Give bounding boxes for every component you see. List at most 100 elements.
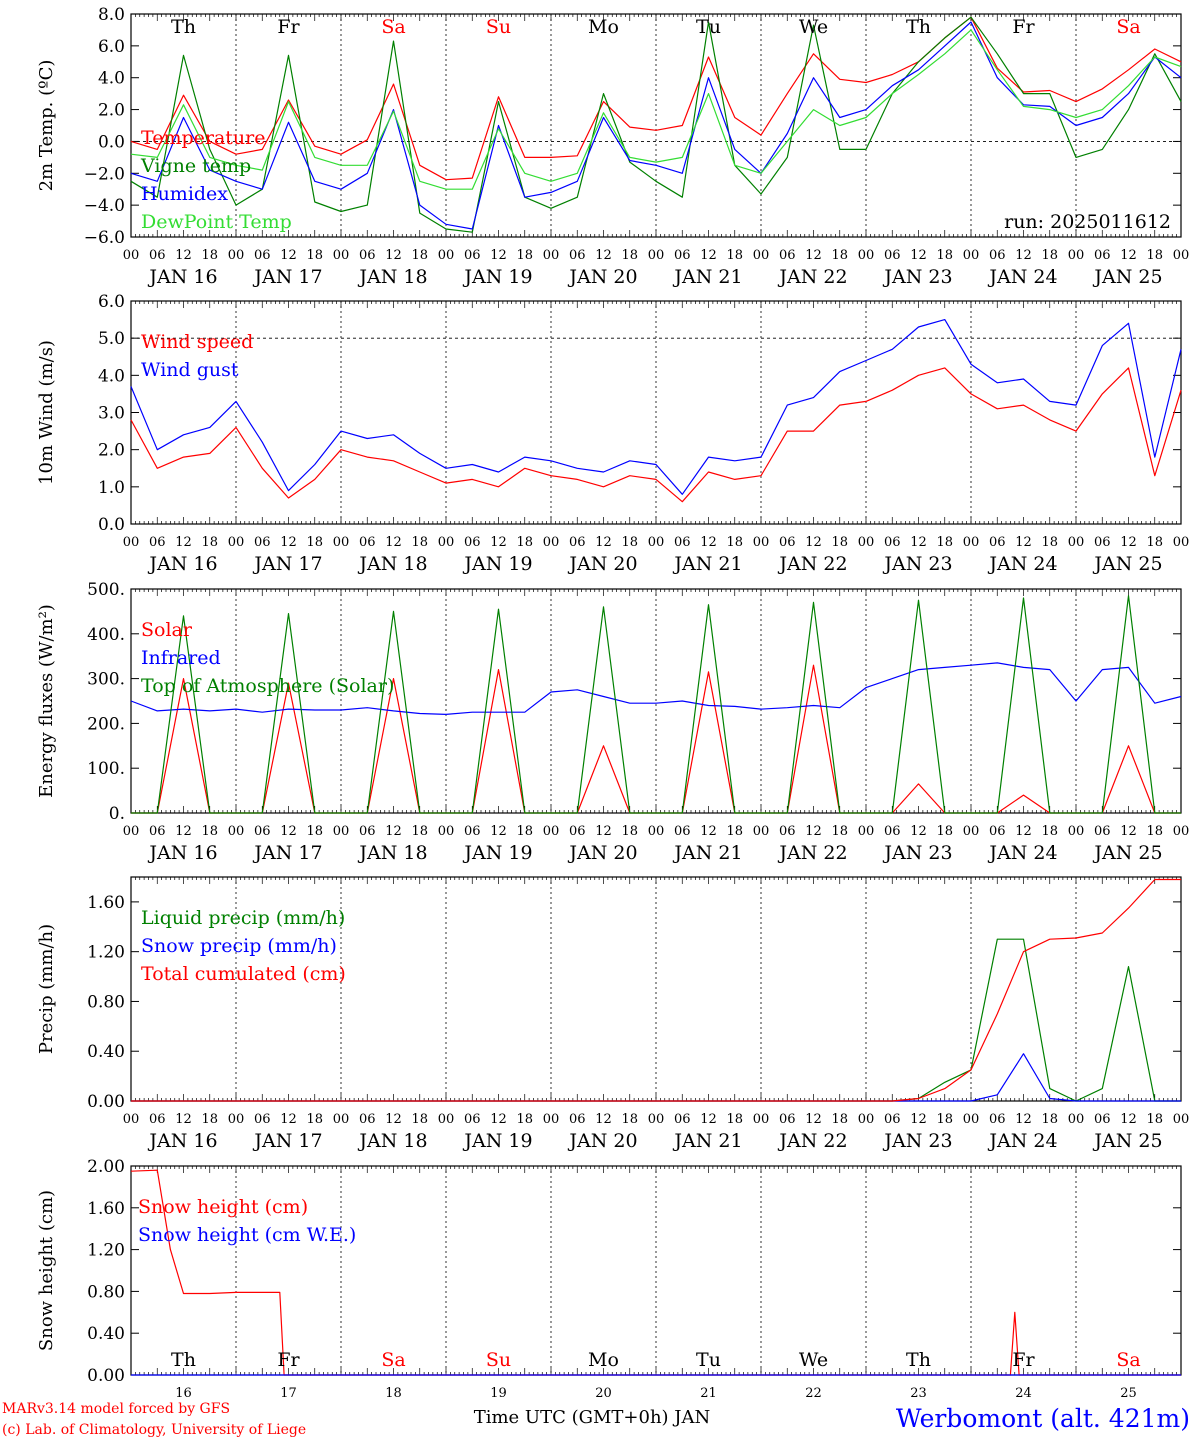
hour-tick-label: 06 xyxy=(989,824,1006,839)
legend-entry: Humidex xyxy=(141,183,228,205)
date-label: JAN 25 xyxy=(1092,1130,1162,1152)
series-line-3 xyxy=(131,878,1181,1102)
weekday-label: Su xyxy=(486,1349,511,1371)
hour-tick-label: 18 xyxy=(936,248,953,263)
hour-tick-label: 12 xyxy=(1120,535,1137,550)
hour-tick-label: 12 xyxy=(595,535,612,550)
hour-tick-label: 12 xyxy=(595,824,612,839)
weekday-label: Sa xyxy=(1116,16,1140,38)
date-label: JAN 24 xyxy=(987,266,1057,288)
hour-tick-label: 12 xyxy=(1120,1112,1137,1127)
hour-tick-label: 18 xyxy=(936,1112,953,1127)
date-label: JAN 16 xyxy=(147,553,217,575)
hour-tick-label: 06 xyxy=(569,248,586,263)
hour-tick-label: 00 xyxy=(648,535,665,550)
hour-tick-label: 18 xyxy=(621,1112,638,1127)
hour-tick-label: 18 xyxy=(411,248,428,263)
y-tick-label: 8.0 xyxy=(98,5,125,25)
lab-credit: (c) Lab. of Climatology, University of L… xyxy=(2,1422,306,1438)
hour-tick-label: 00 xyxy=(438,1112,455,1127)
hour-tick-label: 00 xyxy=(1068,824,1085,839)
hour-tick-label: 18 xyxy=(936,824,953,839)
hour-tick-label: 18 xyxy=(516,248,533,263)
hour-tick-label: 00 xyxy=(123,535,140,550)
hour-tick-label: 00 xyxy=(1173,535,1190,550)
series-line-3 xyxy=(130,21,1182,230)
hour-tick-label: 06 xyxy=(359,1112,376,1127)
hour-tick-label: 06 xyxy=(779,1112,796,1127)
hour-tick-label: 06 xyxy=(464,248,481,263)
legend-entry: Top of Atmosphere (Solar) xyxy=(141,675,394,697)
panel-4: 1.60 1.20 0.80 0.40 0.00 Precip (mm/h) Liquid … xyxy=(36,876,1189,1152)
y-axis-label: Snow height (cm) xyxy=(36,1190,57,1351)
legend-entry: Snow precip (mm/h) xyxy=(141,935,337,957)
hour-tick-label: 00 xyxy=(228,824,245,839)
y-tick-label: 0.40 xyxy=(87,1042,125,1062)
hour-tick-label: 12 xyxy=(805,1112,822,1127)
date-label: JAN 21 xyxy=(672,1130,742,1152)
day-number-label: 25 xyxy=(1120,1386,1137,1401)
hour-tick-label: 18 xyxy=(411,1112,428,1127)
hour-tick-label: 00 xyxy=(648,824,665,839)
weekday-label: Th xyxy=(171,1349,196,1371)
y-tick-label: 1.20 xyxy=(87,1241,125,1261)
date-label: JAN 18 xyxy=(357,842,427,864)
hour-tick-label: 18 xyxy=(201,535,218,550)
hour-tick-label: 18 xyxy=(1041,1112,1058,1127)
hour-tick-label: 00 xyxy=(648,1112,665,1127)
hour-tick-label: 06 xyxy=(884,1112,901,1127)
date-label: JAN 25 xyxy=(1092,266,1162,288)
y-tick-label: −2.0 xyxy=(84,164,125,184)
hour-tick-label: 12 xyxy=(490,248,507,263)
hour-tick-label: 00 xyxy=(543,824,560,839)
legend-entry: Wind gust xyxy=(141,359,239,381)
date-label: JAN 22 xyxy=(777,266,847,288)
x-axis-label: Time UTC (GMT+0h) JAN xyxy=(474,1407,711,1428)
hour-tick-label: 18 xyxy=(1041,248,1058,263)
weekday-label: Th xyxy=(906,16,931,38)
y-axis-label: Precip (mm/h) xyxy=(36,924,57,1054)
hour-tick-label: 06 xyxy=(254,824,271,839)
date-label: JAN 16 xyxy=(147,266,217,288)
y-tick-label: 0.0 xyxy=(98,132,125,152)
hour-tick-label: 12 xyxy=(490,535,507,550)
hour-tick-label: 18 xyxy=(411,824,428,839)
hour-tick-label: 18 xyxy=(306,248,323,263)
y-tick-label: 500. xyxy=(87,580,125,600)
weekday-label: Fr xyxy=(1012,16,1035,38)
y-tick-label: 2.0 xyxy=(98,101,125,121)
day-number-label: 22 xyxy=(805,1386,822,1401)
hour-tick-label: 00 xyxy=(963,824,980,839)
date-label: JAN 18 xyxy=(357,553,427,575)
hour-tick-label: 06 xyxy=(464,535,481,550)
hour-tick-label: 18 xyxy=(516,535,533,550)
weekday-label: Mo xyxy=(588,16,619,38)
series-line-2 xyxy=(130,319,1182,495)
hour-tick-label: 12 xyxy=(280,248,297,263)
series-line-1 xyxy=(130,367,1182,503)
y-tick-label: 1.60 xyxy=(87,1199,125,1219)
date-label: JAN 21 xyxy=(672,553,742,575)
y-tick-label: 0.80 xyxy=(87,992,125,1012)
weekday-label: Th xyxy=(171,16,196,38)
y-tick-label: −4.0 xyxy=(84,196,125,216)
hour-tick-label: 06 xyxy=(989,535,1006,550)
hour-tick-label: 06 xyxy=(359,824,376,839)
hour-tick-label: 00 xyxy=(123,248,140,263)
hour-tick-label: 18 xyxy=(726,1112,743,1127)
date-label: JAN 23 xyxy=(882,842,952,864)
hour-tick-label: 06 xyxy=(149,1112,166,1127)
series-line-4 xyxy=(130,29,1182,190)
hour-tick-label: 12 xyxy=(490,1112,507,1127)
hour-tick-label: 00 xyxy=(858,535,875,550)
date-label: JAN 23 xyxy=(882,1130,952,1152)
hour-tick-label: 06 xyxy=(779,248,796,263)
series-line-2 xyxy=(130,662,1182,716)
hour-tick-label: 12 xyxy=(280,1112,297,1127)
date-label: JAN 23 xyxy=(882,553,952,575)
hour-tick-label: 06 xyxy=(1094,535,1111,550)
date-label: JAN 24 xyxy=(987,553,1057,575)
date-label: JAN 24 xyxy=(987,842,1057,864)
hour-tick-label: 12 xyxy=(910,535,927,550)
hour-tick-label: 12 xyxy=(385,1112,402,1127)
